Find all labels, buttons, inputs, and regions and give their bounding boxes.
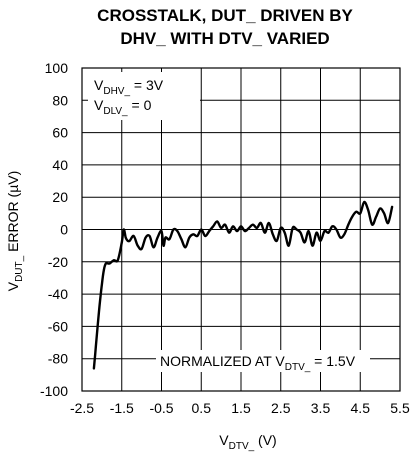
x-tick-label: 1.5 (231, 400, 251, 416)
y-tick-label: -60 (48, 318, 68, 334)
y-axis-label-main: V (5, 281, 21, 291)
annotation-vdhv-sub: DHV_ (103, 86, 130, 97)
annotation-normalized-tail: = 1.5V (310, 353, 355, 369)
x-axis-label-sub: DTV_ (229, 441, 255, 452)
annotation-vdhv-main: V (94, 77, 104, 93)
series-line (92, 200, 394, 370)
y-tick-label: 40 (52, 157, 68, 173)
annotation-vdlv-main: V (94, 97, 104, 113)
annotation-normalized-main: NORMALIZED AT V (160, 353, 285, 369)
chart-title-line2: DHV_ WITH DTV_ VARIED (120, 29, 329, 48)
x-axis-label-main: V (219, 432, 229, 448)
y-tick-label: -20 (48, 254, 68, 270)
annotation-vdhv-tail: = 3V (130, 77, 164, 93)
x-tick-label: 4.5 (351, 400, 371, 416)
annotation-vdhv: VDHV_ = 3V (94, 77, 164, 97)
x-tick-label: -0.5 (149, 400, 173, 416)
y-tick-label: -100 (40, 383, 68, 399)
y-axis-label-tail: ERROR (µV) (5, 171, 21, 256)
x-tick-label: 0.5 (192, 400, 212, 416)
y-axis-label: VDUT_ ERROR (µV) (5, 171, 25, 292)
plot-frame (81, 67, 401, 392)
annotation-bottom-background (156, 350, 370, 372)
y-tick-label: 80 (52, 92, 68, 108)
annotation-normalized: NORMALIZED AT VDTV_ = 1.5V (160, 353, 356, 373)
y-tick-label: 20 (52, 189, 68, 205)
y-tick-label: 60 (52, 125, 68, 141)
x-tick-label: 5.5 (390, 400, 410, 416)
annotation-vdlv-tail: = 0 (128, 97, 152, 113)
chart-title-line1: CROSSTALK, DUT_ DRIVEN BY (97, 6, 353, 25)
x-tick-label: -2.5 (70, 400, 94, 416)
y-tick-label: 100 (45, 60, 69, 76)
x-tick-label: 2.5 (271, 400, 291, 416)
annotation-normalized-sub: DTV_ (285, 362, 311, 373)
annotation-vdlv: VDLV_ = 0 (94, 97, 152, 117)
x-axis-label: VDTV_ (V) (219, 432, 276, 452)
x-tick-labels: -2.5 -1.5 -0.5 0.5 1.5 2.5 3.5 4.5 5.5 (70, 400, 410, 416)
y-tick-labels: 100 80 60 40 20 0 -20 -40 -60 -80 -100 (40, 60, 68, 399)
x-tick-label: -1.5 (110, 400, 134, 416)
x-axis-label-tail: (V) (254, 432, 277, 448)
annotation-top-background (88, 72, 200, 120)
y-tick-label: -40 (48, 286, 68, 302)
annotation-vdlv-sub: DLV_ (103, 106, 128, 117)
x-tick-label: 3.5 (311, 400, 331, 416)
y-tick-label: 0 (60, 222, 68, 238)
y-axis-label-sub: DUT_ (14, 255, 25, 282)
y-tick-label: -80 (48, 351, 68, 367)
